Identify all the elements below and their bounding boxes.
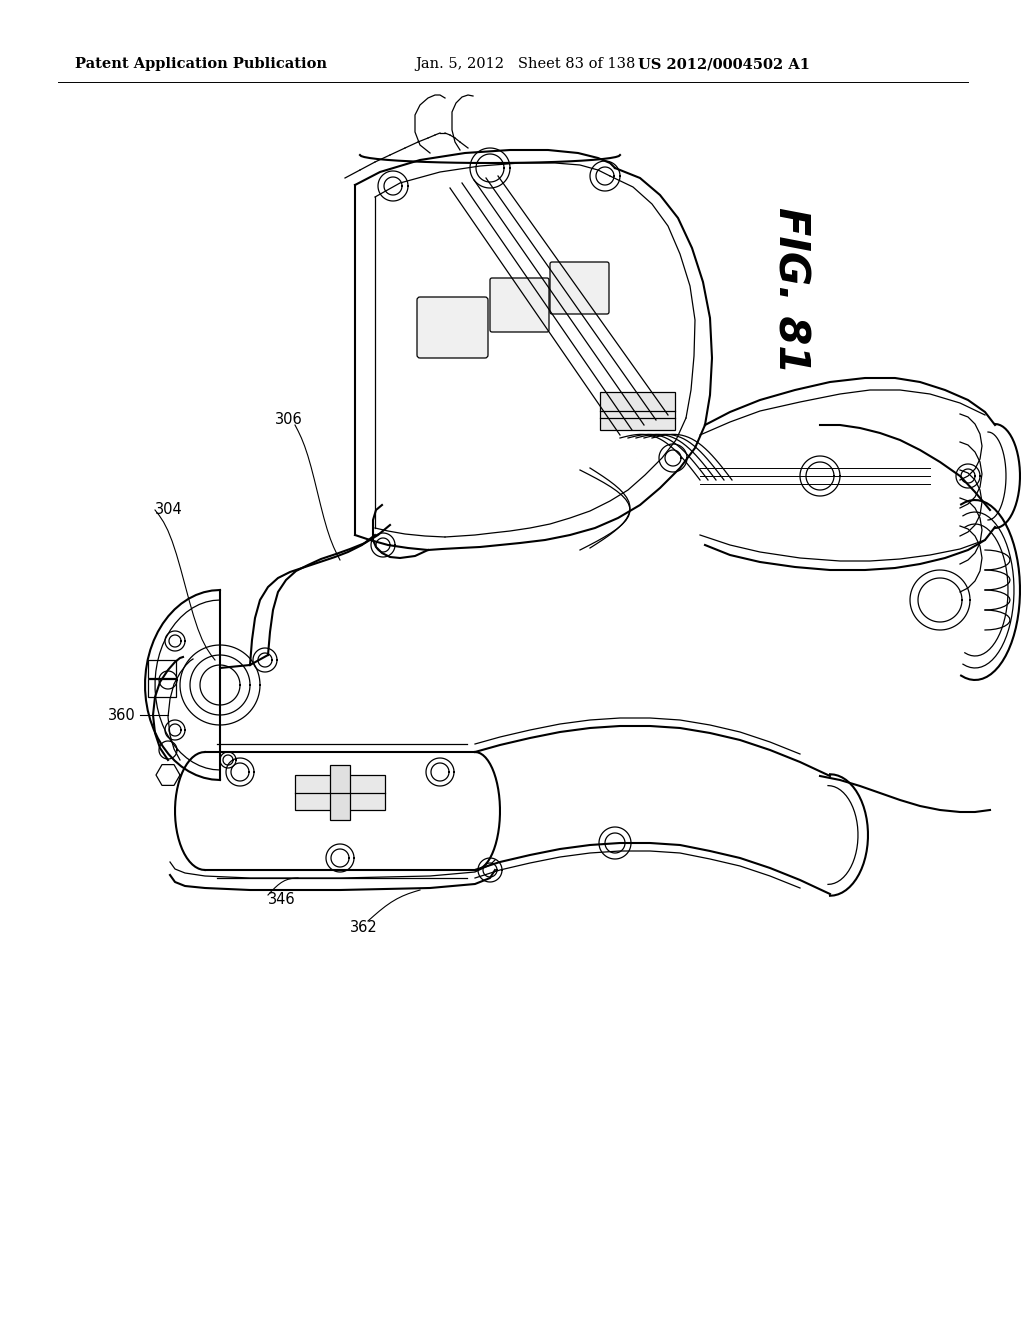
Text: US 2012/0004502 A1: US 2012/0004502 A1	[638, 57, 810, 71]
Text: 306: 306	[275, 412, 303, 428]
Text: 304: 304	[155, 503, 182, 517]
Text: Jan. 5, 2012   Sheet 83 of 138: Jan. 5, 2012 Sheet 83 of 138	[415, 57, 635, 71]
Bar	[148, 678, 176, 697]
Bar	[295, 775, 385, 810]
FancyBboxPatch shape	[490, 279, 549, 333]
Bar	[148, 660, 176, 678]
Text: Patent Application Publication: Patent Application Publication	[75, 57, 327, 71]
Text: 346: 346	[268, 892, 296, 908]
Text: 360: 360	[108, 708, 136, 722]
Text: FIG. 81: FIG. 81	[769, 207, 811, 374]
Bar	[330, 766, 350, 820]
Text: 362: 362	[350, 920, 378, 936]
FancyBboxPatch shape	[600, 392, 675, 430]
FancyBboxPatch shape	[550, 261, 609, 314]
FancyBboxPatch shape	[417, 297, 488, 358]
